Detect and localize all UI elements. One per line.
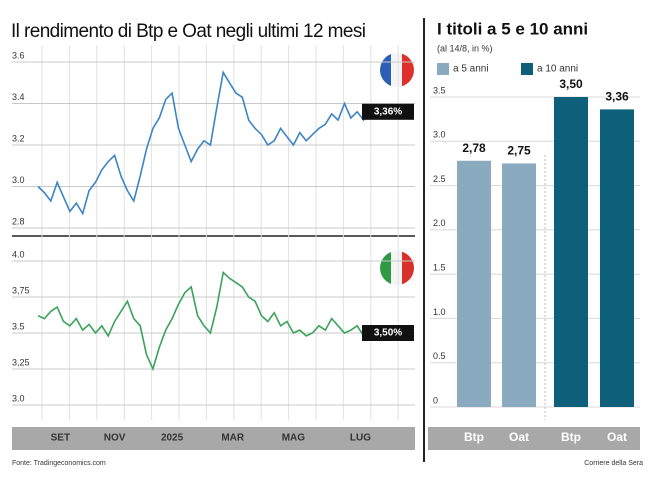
x-tick-label: Oat xyxy=(509,430,529,444)
value-label: 3,36 xyxy=(605,90,629,104)
value-label: 3,50 xyxy=(559,77,583,91)
x-tick-label: MAG xyxy=(282,433,306,444)
y-tick-label: 3.6 xyxy=(12,50,25,60)
flag-italy xyxy=(380,251,414,285)
x-tick-label: 2025 xyxy=(161,433,184,444)
line xyxy=(37,70,371,216)
x-tick-label: Btp xyxy=(464,430,484,444)
bar xyxy=(554,97,588,407)
source: Fonte: Tradingeconomics.com xyxy=(12,460,106,467)
value-label: 2,78 xyxy=(462,141,486,155)
end-label: 3,36% xyxy=(374,106,402,117)
end-label-box xyxy=(362,325,414,341)
chart-title: I titoli a 5 e 10 anni xyxy=(437,19,588,38)
y-tick-label: 3.4 xyxy=(12,92,25,102)
y-tick-label: 3.0 xyxy=(433,130,446,140)
chart-title: Il rendimento di Btp e Oat negli ultimi … xyxy=(11,21,366,42)
line xyxy=(37,270,371,372)
legend-swatch xyxy=(521,63,533,75)
end-label: 3,50% xyxy=(374,328,402,339)
x-tick-label: Btp xyxy=(561,430,581,444)
y-tick-label: 1.5 xyxy=(433,263,446,273)
y-tick-label: 3.5 xyxy=(433,85,446,95)
bar xyxy=(502,163,536,407)
y-tick-label: 3.5 xyxy=(12,321,25,331)
x-tick-label: LUG xyxy=(350,433,371,444)
y-tick-label: 3,75 xyxy=(12,285,30,295)
legend-swatch xyxy=(437,63,449,75)
y-tick-label: 3.0 xyxy=(12,393,25,403)
x-axis-band xyxy=(428,427,640,450)
legend-label: a 5 anni xyxy=(453,64,489,75)
bar xyxy=(457,160,491,407)
credit: Corriere della Sera xyxy=(584,460,643,467)
subtitle: (al 14/8, in %) xyxy=(437,43,493,53)
x-tick-label: Oat xyxy=(607,430,627,444)
x-tick-label: NOV xyxy=(104,433,126,444)
y-tick-label: 3.0 xyxy=(12,175,25,185)
y-tick-label: 2.0 xyxy=(433,218,446,228)
x-tick-label: MAR xyxy=(221,433,245,444)
y-tick-label: 3,25 xyxy=(12,357,30,367)
flag-france xyxy=(380,53,414,87)
legend-label: a 10 anni xyxy=(537,64,578,75)
y-tick-label: 3.2 xyxy=(12,133,25,143)
y-tick-label: 0 xyxy=(433,395,438,405)
end-label-box xyxy=(362,103,414,120)
x-tick-label: SET xyxy=(51,433,70,444)
y-tick-label: 2.8 xyxy=(12,216,25,226)
y-tick-label: 0.5 xyxy=(433,351,446,361)
y-tick-label: 1.0 xyxy=(433,307,446,317)
y-tick-label: 2.5 xyxy=(433,174,446,184)
x-axis-band xyxy=(12,427,415,450)
y-tick-label: 4.0 xyxy=(12,249,25,259)
value-label: 2,75 xyxy=(507,144,531,158)
bar xyxy=(600,109,634,408)
